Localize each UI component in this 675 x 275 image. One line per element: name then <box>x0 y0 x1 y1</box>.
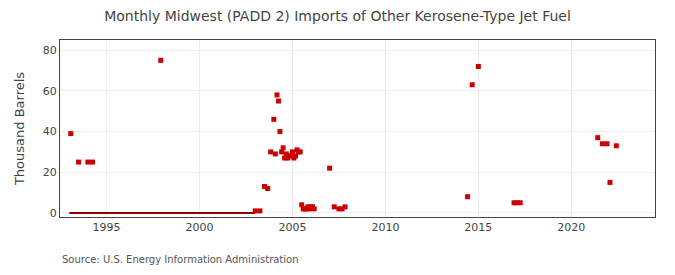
svg-text:2020: 2020 <box>557 221 585 234</box>
svg-text:2015: 2015 <box>464 221 492 234</box>
svg-text:20: 20 <box>43 166 57 179</box>
svg-text:60: 60 <box>43 85 57 98</box>
svg-text:Thousand Barrels: Thousand Barrels <box>12 72 27 186</box>
svg-text:2010: 2010 <box>371 221 399 234</box>
svg-text:80: 80 <box>43 44 57 57</box>
svg-text:2005: 2005 <box>278 221 306 234</box>
svg-text:40: 40 <box>43 125 57 138</box>
svg-text:2000: 2000 <box>185 221 213 234</box>
svg-text:Monthly Midwest (PADD 2) Impor: Monthly Midwest (PADD 2) Imports of Othe… <box>104 8 571 24</box>
svg-text:0: 0 <box>50 207 57 220</box>
svg-text:Source: U.S. Energy Informatio: Source: U.S. Energy Information Administ… <box>62 254 299 265</box>
svg-text:1995: 1995 <box>92 221 120 234</box>
